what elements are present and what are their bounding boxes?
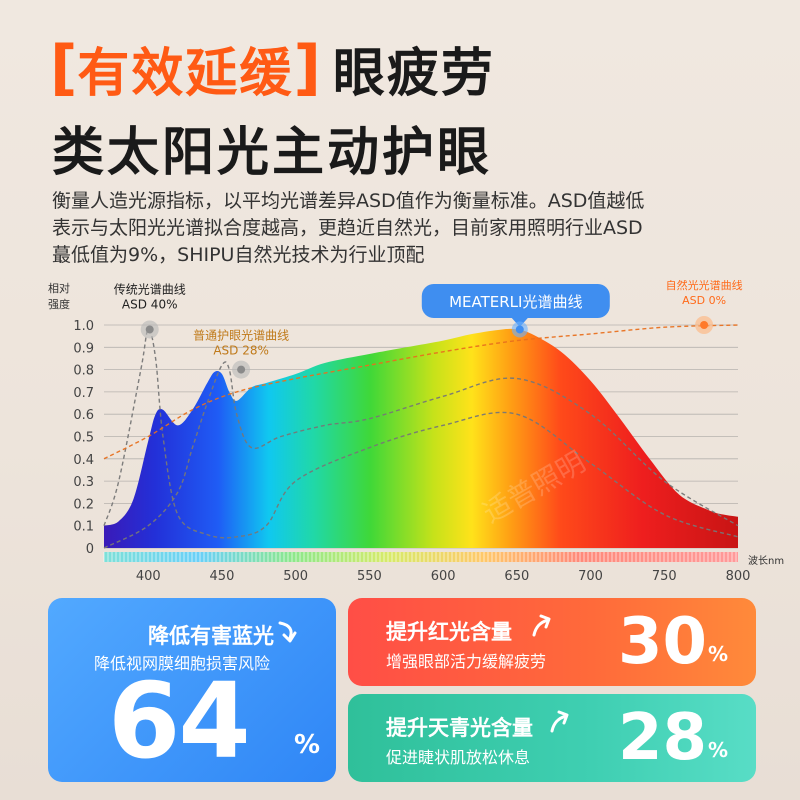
y-tick-label: 0.5: [73, 431, 94, 446]
x-axis-label: 波长nm: [748, 554, 784, 567]
card-value: 64: [108, 660, 251, 782]
x-tick-label: 700: [578, 569, 603, 584]
annotation-asd: ASD 40%: [122, 297, 178, 311]
card-title: 提升天青光含量: [386, 716, 533, 740]
card-subtitle: 促进睫状肌放松休息: [386, 748, 531, 767]
annotation-label: 传统光谱曲线: [114, 281, 186, 296]
y-tick-label: 0.3: [73, 475, 94, 490]
card-subtitle: 增强眼部活力缓解疲劳: [386, 652, 547, 671]
series-badge: [421, 284, 610, 318]
card-unit: %: [294, 730, 321, 760]
y-tick-label: 0.7: [73, 386, 94, 401]
y-tick-label: 0: [86, 542, 94, 557]
description-line: 蕞低值为9%，SHIPU自然光技术为行业顶配: [52, 244, 425, 266]
headline-highlight: 有效延缓: [77, 43, 294, 104]
arrow-up-icon: [532, 614, 551, 637]
badge-label: MEATERLI光谱曲线: [449, 293, 582, 311]
series-marker: [515, 325, 524, 334]
card-unit: %: [708, 642, 729, 666]
x-tick-label: 750: [652, 569, 677, 584]
y-tick-label: 0.4: [73, 453, 94, 468]
series-area-meaterli: [104, 328, 738, 548]
card-subtitle: 降低视网膜细胞损害风险: [94, 654, 271, 673]
x-tick-label: 450: [210, 569, 235, 584]
series-line-3: [103, 324, 739, 460]
arrow-down-icon: [278, 621, 297, 643]
x-tick-label: 800: [726, 569, 751, 584]
card-title: 降低有害蓝光: [148, 624, 274, 648]
x-tick-label: 600: [431, 569, 456, 584]
headline-line1: [ 有效延缓 ] 眼疲劳: [50, 32, 495, 104]
y-tick-label: 0.8: [73, 364, 94, 379]
x-tick-label: 650: [504, 569, 529, 584]
y-tick-label: 0.9: [73, 341, 94, 356]
card-value: 30: [618, 605, 708, 679]
card-value: 28: [618, 701, 708, 775]
x-tick-label: 400: [136, 569, 161, 584]
annotation-label: 自然光光谱曲线: [666, 280, 743, 292]
card-reduce-blue-light: 降低有害蓝光 降低视网膜细胞损害风险 64 %: [48, 598, 336, 782]
series-line-2: [103, 361, 739, 549]
y-tick-label: 1.0: [73, 319, 94, 334]
card-unit: %: [708, 738, 729, 762]
annotation-label: 普通护眼光谱曲线: [193, 329, 289, 343]
y-axis-label: 强度: [48, 297, 70, 311]
card-increase-red-light: 提升红光含量 增强眼部活力缓解疲劳 30 %: [348, 598, 756, 686]
description: 衡量人造光源指标，以平均光谱差异ASD值作为衡量标准。ASD值越低 表示与太阳光…: [52, 188, 752, 269]
bracket-open: [: [50, 33, 78, 103]
series-marker: [145, 325, 154, 334]
series-line-1: [103, 328, 739, 539]
annotation-asd: ASD 28%: [213, 344, 269, 358]
y-tick-label: 0.6: [73, 408, 94, 423]
series-marker: [700, 321, 709, 329]
y-axis-label: 相对: [48, 281, 70, 295]
annotation-asd: ASD 0%: [682, 294, 726, 307]
card-title: 提升红光含量: [386, 620, 512, 644]
x-tick-label: 500: [283, 569, 308, 584]
y-tick-label: 0.2: [73, 497, 94, 512]
headline-line2: 类太阳光主动护眼: [52, 123, 493, 183]
description-line: 表示与太阳光光谱拟合度越高，更趋近自然光，目前家用照明行业ASD: [52, 217, 643, 239]
x-tick-label: 550: [357, 569, 382, 584]
bracket-close: ]: [293, 33, 321, 103]
description-line: 衡量人造光源指标，以平均光谱差异ASD值作为衡量标准。ASD值越低: [52, 190, 645, 212]
card-increase-cyan-light: 提升天青光含量 促进睫状肌放松休息 28 %: [348, 694, 756, 782]
y-tick-label: 0.1: [73, 520, 94, 535]
arrow-up-icon: [550, 710, 569, 733]
headline-rest: 眼疲劳: [332, 43, 495, 104]
series-marker: [237, 365, 246, 374]
wavelength-color-bar: [104, 552, 738, 562]
